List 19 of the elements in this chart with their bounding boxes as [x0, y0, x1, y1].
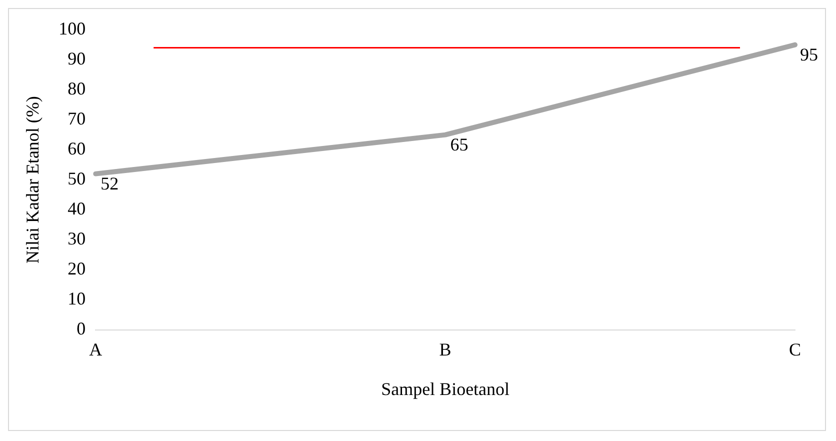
y-tick-label: 90: [68, 48, 86, 69]
y-tick-label: 30: [68, 228, 86, 249]
y-tick-label: 100: [58, 18, 86, 39]
x-tick-label: B: [439, 339, 452, 360]
x-tick-label: C: [788, 339, 802, 360]
x-axis-title: Sampel Bioetanol: [381, 378, 510, 399]
data-label: 95: [800, 44, 818, 65]
y-tick-label: 80: [68, 78, 86, 99]
y-tick-label: 40: [68, 198, 86, 219]
y-tick-label: 20: [68, 258, 86, 279]
y-tick-label: 0: [76, 318, 86, 339]
x-tick-label: A: [89, 339, 102, 360]
y-axis-title: Nilai Kadar Etanol (%): [22, 96, 43, 264]
y-tick-label: 10: [68, 288, 86, 309]
data-label: 65: [450, 134, 468, 155]
y-tick-label: 60: [68, 138, 86, 159]
y-tick-label: 70: [68, 108, 86, 129]
data-label: 52: [100, 174, 119, 194]
y-tick-label: 50: [68, 168, 86, 189]
